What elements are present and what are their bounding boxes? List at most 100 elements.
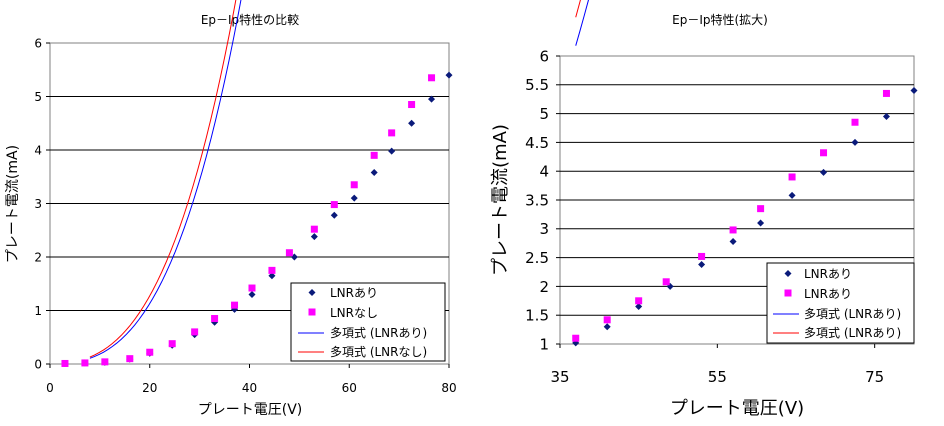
- data-point-diamond: [851, 138, 859, 146]
- y-tick-label: 2.5: [525, 249, 549, 267]
- y-tick-label: 3.5: [525, 191, 549, 209]
- chart-right-gridlines: [560, 84, 914, 316]
- chart-right-legend-item: LNRあり: [804, 267, 852, 281]
- data-point-diamond: [635, 303, 643, 311]
- data-point-square: [126, 355, 134, 363]
- chart-right-legend: LNRあり LNRあり 多項式 (LNRあり) 多項式 (LNRあり): [766, 262, 915, 344]
- data-point-diamond: [248, 290, 256, 298]
- data-point-square: [310, 225, 318, 233]
- chart-right-y-ticks: 1 1.5 2 2.5 3 3.5 4 4.5 5 5.5 6: [525, 47, 560, 353]
- chart-left-legend-box: [290, 282, 446, 362]
- x-tick-label: 0: [46, 381, 54, 395]
- chart-right-legend-box: [766, 262, 915, 344]
- data-point-square: [191, 328, 199, 336]
- data-point-square: [81, 359, 89, 367]
- data-point-diamond: [788, 191, 796, 199]
- chart-right-y-label: プレート電流(mA): [490, 124, 511, 276]
- chart-right-legend-item: 多項式 (LNRあり): [804, 307, 901, 321]
- x-tick-label: 20: [142, 381, 157, 395]
- data-point-diamond: [882, 112, 890, 120]
- y-tick-label: 5: [34, 90, 42, 104]
- chart-right-points: [572, 87, 918, 347]
- chart-right-legend-item: LNRあり: [804, 287, 852, 301]
- data-point-square: [370, 151, 378, 159]
- data-point-square: [408, 101, 416, 109]
- y-tick-label: 6: [34, 36, 42, 50]
- chart-left-x-ticks: 0 20 40 60 80: [46, 364, 457, 395]
- chart-left-curves: [89, 0, 242, 359]
- data-point-square: [882, 89, 890, 97]
- data-point-square: [729, 226, 737, 234]
- data-point-square: [231, 301, 239, 309]
- chart-right-x-label: プレート電圧(V): [670, 398, 804, 419]
- y-tick-label: 1: [539, 335, 549, 353]
- data-point-diamond: [408, 119, 416, 127]
- y-tick-label: 2: [34, 250, 42, 264]
- chart-left-y-ticks: 0 1 2 3 4 5 6: [34, 36, 50, 371]
- chart-left-points: [61, 71, 453, 367]
- chart-right: Ep－Ip特性(拡大) 1 1.5 2 2.5 3 3.5 4 4.5 5 5.5 6 35 55 75…: [490, 0, 918, 419]
- data-point-square: [788, 173, 796, 181]
- data-point-diamond: [350, 194, 358, 202]
- y-tick-label: 2: [539, 278, 549, 296]
- data-point-diamond: [370, 168, 378, 176]
- data-point-diamond: [729, 237, 737, 245]
- data-point-diamond: [445, 71, 453, 79]
- data-point-square: [388, 129, 396, 137]
- fit-curve: [89, 0, 242, 359]
- data-point-square: [248, 284, 256, 292]
- chart-left: Ep－Ip特性の比較 0 1 2 3 4 5 6 0 20 40 60 80 プレート電圧(V) プ…: [5, 0, 457, 418]
- data-point-square: [146, 348, 154, 356]
- data-point-square: [662, 278, 670, 286]
- data-point-square: [603, 316, 611, 324]
- data-point-diamond: [268, 272, 276, 280]
- data-point-square: [428, 74, 436, 82]
- x-tick-label: 75: [865, 368, 884, 386]
- data-point-square: [851, 118, 859, 126]
- y-tick-label: 5: [539, 105, 549, 123]
- chart-right-title: Ep－Ip特性(拡大): [672, 12, 768, 27]
- data-point-diamond: [330, 211, 338, 219]
- chart-left-legend-item: 多項式 (LNRあり): [330, 326, 427, 340]
- data-point-square: [168, 340, 176, 348]
- data-point-diamond: [603, 323, 611, 331]
- x-tick-label: 35: [550, 368, 569, 386]
- y-tick-label: 0: [34, 357, 42, 371]
- data-point-diamond: [310, 233, 318, 241]
- legend-marker-diamond: [308, 289, 316, 296]
- data-point-diamond: [698, 261, 706, 269]
- legend-marker-square: [308, 308, 316, 316]
- chart-left-title: Ep－Ip特性の比較: [201, 12, 299, 27]
- data-point-square: [211, 315, 219, 323]
- legend-marker-diamond: [784, 270, 792, 277]
- y-tick-label: 4.5: [525, 134, 549, 152]
- data-point-diamond: [757, 219, 765, 227]
- y-tick-label: 1: [34, 304, 42, 318]
- chart-left-legend-item: LNRなし: [330, 306, 378, 320]
- chart-left-legend-item: LNRあり: [330, 286, 378, 300]
- x-tick-label: 60: [342, 381, 357, 395]
- y-tick-label: 5.5: [525, 76, 549, 94]
- data-point-diamond: [910, 87, 918, 95]
- fit-curve: [89, 0, 237, 358]
- data-point-square: [285, 249, 293, 257]
- y-tick-label: 3: [539, 220, 549, 238]
- chart-left-legend-item: 多項式 (LNRなし): [330, 345, 427, 359]
- chart-right-legend-item: 多項式 (LNRあり): [804, 326, 901, 340]
- data-point-square: [268, 266, 276, 274]
- legend-marker-square: [784, 289, 792, 297]
- data-point-square: [61, 359, 69, 367]
- chart-left-y-label: プレート電流(mA): [5, 145, 21, 263]
- y-tick-label: 1.5: [525, 307, 549, 325]
- data-point-square: [101, 358, 109, 366]
- data-point-square: [635, 297, 643, 305]
- chart-right-x-ticks: 35 55 75: [550, 344, 884, 386]
- data-point-diamond: [428, 95, 436, 103]
- y-tick-label: 4: [34, 143, 42, 157]
- data-point-diamond: [388, 147, 396, 155]
- chart-left-legend: LNRあり LNRなし 多項式 (LNRあり) 多項式 (LNRなし): [290, 282, 446, 362]
- data-point-square: [330, 201, 338, 209]
- x-tick-label: 80: [441, 381, 456, 395]
- y-tick-label: 4: [539, 163, 549, 181]
